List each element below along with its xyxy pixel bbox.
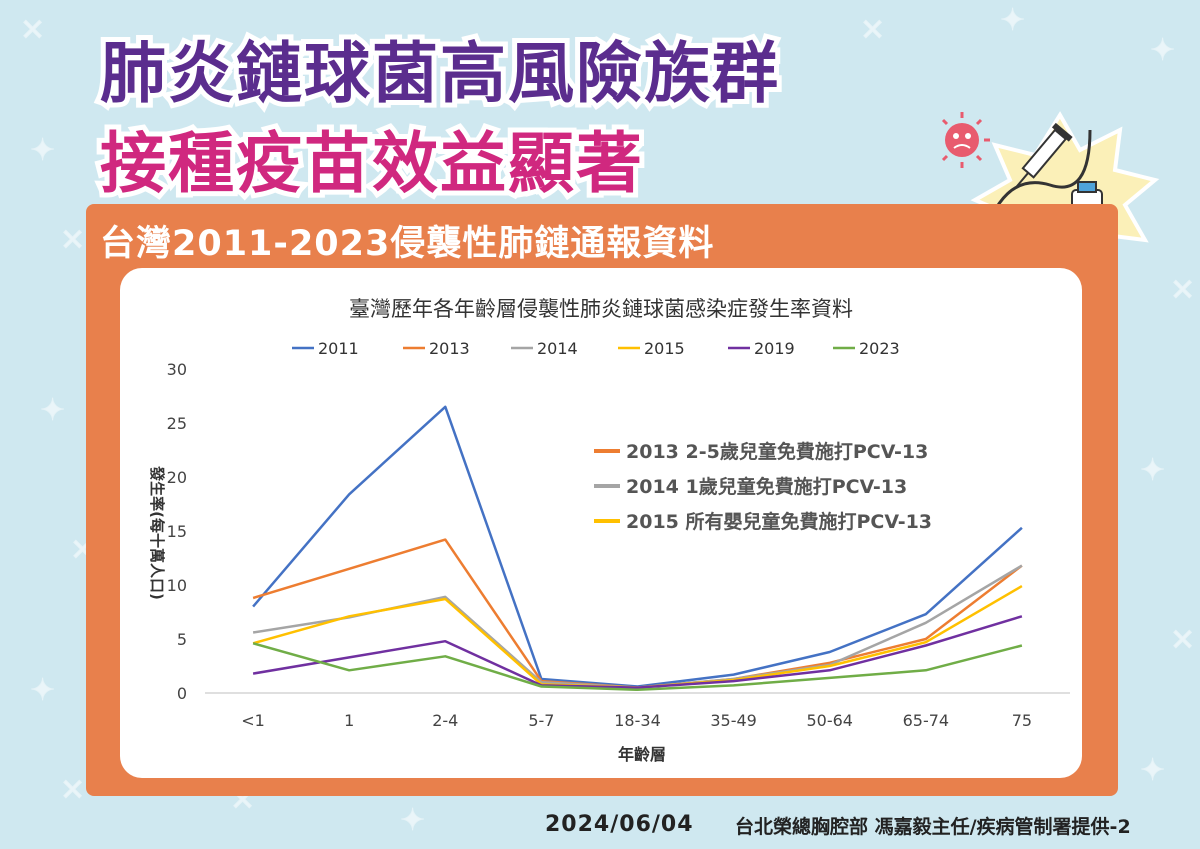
footer-date: 2024/06/04: [545, 812, 694, 837]
bg-sparkle-mark: ✦: [400, 803, 425, 838]
bg-cross-mark: ✕: [60, 223, 85, 258]
annotation-label: 2013 2-5歲兒童免費施打PCV-13: [626, 440, 928, 463]
bg-cross-mark: ✕: [20, 13, 45, 48]
panel-title: 台灣2011-2023侵襲性肺鏈通報資料: [100, 224, 715, 264]
x-tick-label: 18-34: [614, 711, 661, 730]
bg-sparkle-mark: ✦: [30, 673, 55, 708]
annotation-label: 2015 所有嬰兒童免費施打PCV-13: [626, 510, 932, 533]
plot-area: [252, 405, 1023, 692]
y-tick-label: 30: [167, 360, 187, 379]
x-tick-label: 5-7: [528, 711, 554, 730]
policy-annotations: 2013 2-5歲兒童免費施打PCV-13 2014 1歲兒童免費施打PCV-13…: [594, 440, 932, 533]
headline-line-2: 接種疫苗效益顯著: [95, 120, 647, 207]
footer-credit: 台北榮總胸腔部 馮嘉毅主任/疾病管制署提供-2: [735, 816, 1131, 838]
y-axis: 0 5 10 15 20 25 30: [167, 360, 187, 703]
x-tick-label: 1: [344, 711, 354, 730]
x-tick-label: 75: [1012, 711, 1032, 730]
y-axis-label: 發生率(每十萬人口): [148, 465, 166, 600]
bg-cross-mark: ✕: [1170, 623, 1195, 658]
y-tick-label: 10: [167, 576, 187, 595]
headline-line-1: 肺炎鏈球菌高風險族群: [95, 30, 783, 117]
x-tick-label: 50-64: [806, 711, 853, 730]
y-tick-label: 5: [177, 630, 187, 649]
x-axis-label: 年齡層: [618, 745, 666, 764]
chart-title: 臺灣歷年各年齡層侵襲性肺炎鏈球菌感染症發生率資料: [349, 297, 853, 321]
incidence-line-chart: 臺灣歷年各年齡層侵襲性肺炎鏈球菌感染症發生率資料 2011 2013 2014 201…: [148, 297, 1070, 764]
bg-cross-mark: ✕: [1170, 273, 1195, 308]
series-line-2014: [252, 564, 1023, 689]
syringe-icon: [1015, 122, 1073, 188]
chart-card: 臺灣歷年各年齡層侵襲性肺炎鏈球菌感染症發生率資料 2011 2013 2014 201…: [120, 268, 1082, 778]
series-line-2023: [252, 642, 1023, 692]
series-line-2019: [252, 615, 1023, 689]
x-tick-label: 65-74: [903, 711, 950, 730]
y-tick-label: 0: [177, 684, 187, 703]
x-axis: <1 1 2-4 5-7 18-34 35-49 50-64 65-74 75: [205, 692, 1070, 730]
legend-label-2019: 2019: [754, 339, 795, 358]
legend-label-2011: 2011: [318, 339, 359, 358]
y-tick-label: 25: [167, 414, 187, 433]
bg-sparkle-mark: ✦: [1140, 753, 1165, 788]
bg-cross-mark: ✕: [60, 773, 85, 808]
x-tick-label: 2-4: [432, 711, 458, 730]
y-tick-label: 20: [167, 468, 187, 487]
x-tick-label: 35-49: [710, 711, 757, 730]
bg-sparkle-mark: ✦: [1140, 453, 1165, 488]
bg-sparkle-mark: ✦: [40, 393, 65, 428]
chart-legend: 2011 2013 2014 2015 2019 2023: [292, 339, 900, 358]
bg-cross-mark: ✕: [860, 13, 885, 48]
legend-label-2015: 2015: [644, 339, 685, 358]
bg-sparkle-mark: ✦: [30, 133, 55, 168]
legend-label-2013: 2013: [429, 339, 470, 358]
annotation-label: 2014 1歲兒童免費施打PCV-13: [626, 475, 907, 498]
x-tick-label: <1: [241, 711, 265, 730]
y-tick-label: 15: [167, 522, 187, 541]
red-virus-icon: [941, 112, 990, 168]
bg-sparkle-mark: ✦: [1000, 3, 1025, 38]
legend-label-2014: 2014: [537, 339, 578, 358]
bg-sparkle-mark: ✦: [1150, 33, 1175, 68]
legend-label-2023: 2023: [859, 339, 900, 358]
